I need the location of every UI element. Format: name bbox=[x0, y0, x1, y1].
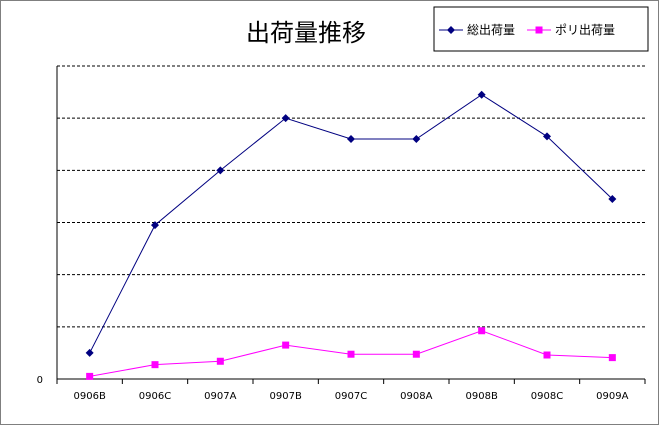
data-point bbox=[282, 341, 290, 349]
x-axis-ticks: 0906B 0906C 0907A 0907B 0907C 0908A 0908B 0908C… bbox=[56, 379, 646, 402]
plot-area bbox=[57, 66, 645, 379]
legend-label: 総出荷量 bbox=[467, 23, 515, 37]
grid-lines bbox=[57, 65, 645, 328]
data-point bbox=[281, 114, 290, 123]
series-1 bbox=[85, 90, 617, 357]
legend-marker bbox=[535, 26, 543, 34]
x-tick-label: 0906B bbox=[74, 391, 106, 402]
data-point bbox=[608, 195, 617, 204]
data-point bbox=[86, 372, 94, 380]
y-axis-tick-labels: 0 bbox=[37, 375, 43, 386]
data-point bbox=[347, 350, 355, 358]
y-tick-label: 0 bbox=[37, 375, 43, 386]
data-point bbox=[347, 135, 355, 144]
data-point bbox=[608, 354, 616, 362]
data-point bbox=[477, 90, 486, 99]
legend-marker bbox=[447, 26, 455, 34]
x-tick-label: 0906C bbox=[139, 391, 171, 402]
x-tick-label: 0908C bbox=[531, 391, 563, 402]
legend-label: ポリ出荷量 bbox=[555, 23, 615, 37]
data-point bbox=[543, 132, 551, 141]
data-point bbox=[216, 166, 225, 175]
legend: 総出荷量 ポリ出荷量 bbox=[433, 6, 649, 52]
legend-item-2: ポリ出荷量 bbox=[527, 23, 615, 37]
data-point bbox=[151, 361, 159, 369]
series-group bbox=[85, 90, 617, 380]
data-point bbox=[543, 351, 551, 359]
legend-item-1: 総出荷量 bbox=[439, 23, 515, 37]
x-tick-label: 0909A bbox=[596, 391, 628, 402]
data-point bbox=[216, 357, 224, 365]
series-2 bbox=[86, 327, 616, 380]
x-tick-label: 0908A bbox=[400, 391, 432, 402]
x-tick-label: 0908B bbox=[466, 391, 498, 402]
x-tick-label: 0907C bbox=[335, 391, 367, 402]
data-point bbox=[85, 348, 94, 357]
data-point bbox=[151, 221, 159, 230]
chart-title: 出荷量推移 bbox=[246, 19, 366, 47]
x-tick-label: 0907B bbox=[270, 391, 302, 402]
data-point bbox=[412, 135, 421, 144]
x-tick-label: 0907A bbox=[204, 391, 236, 402]
data-point bbox=[412, 350, 420, 358]
data-point bbox=[478, 327, 486, 335]
